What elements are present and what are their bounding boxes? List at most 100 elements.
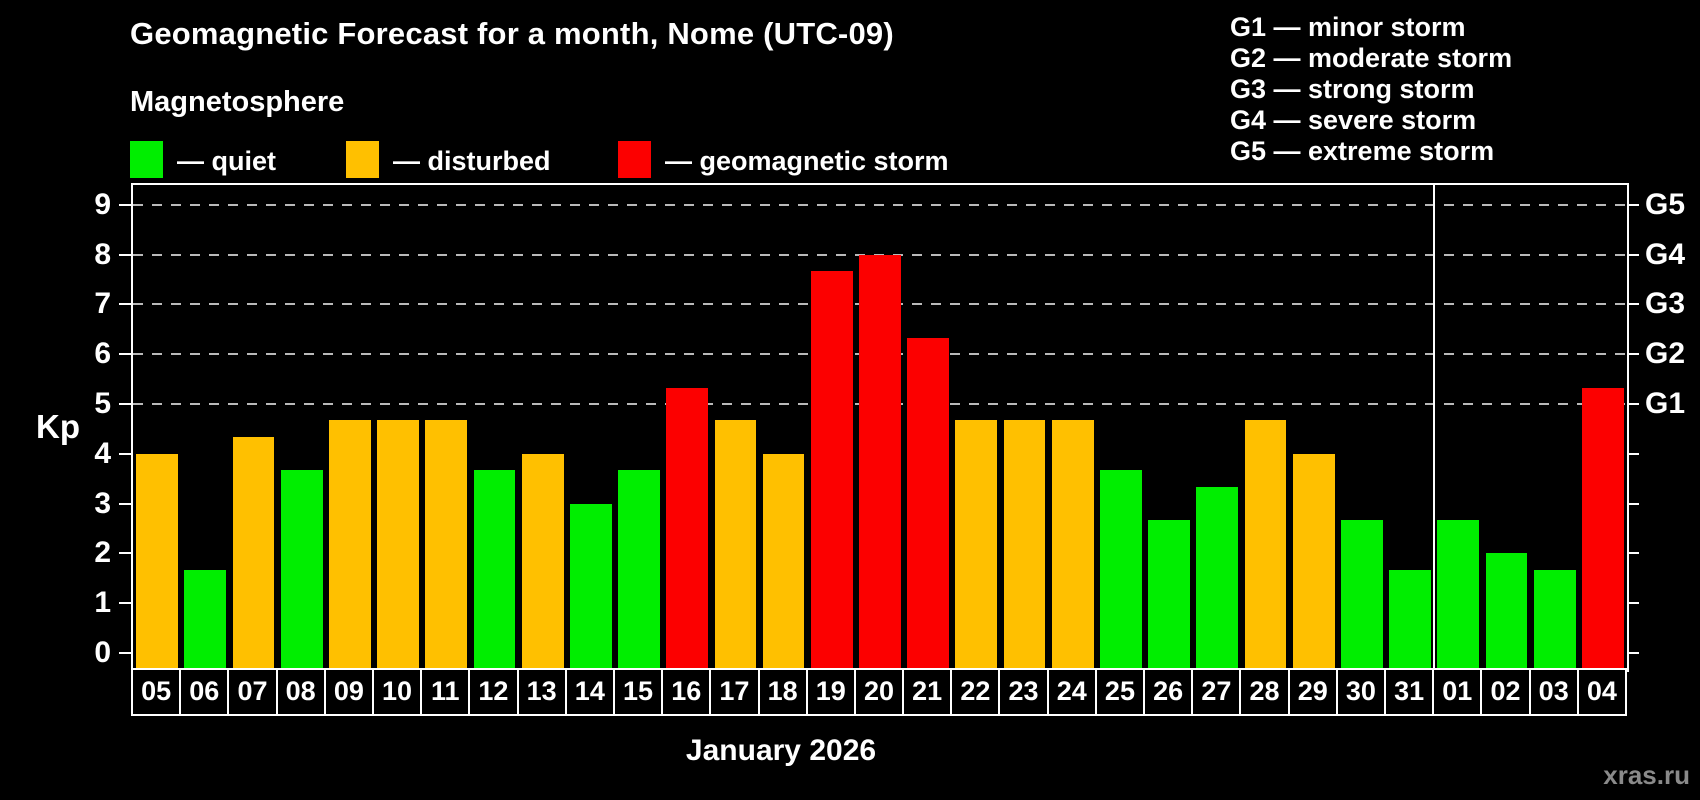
day-label-17: 17 (709, 668, 760, 716)
y-axis-tick-left-5 (119, 403, 131, 405)
day-label-26: 26 (1143, 668, 1194, 716)
y-axis-ticklabel-5: 5 (94, 387, 111, 420)
kp-bar-day-23 (1003, 420, 1046, 670)
y-axis-ticklabel-4: 4 (94, 436, 111, 470)
kp-bar-day-08 (280, 470, 323, 670)
day-label-09: 09 (323, 668, 374, 716)
kp-bar-day-04 (1582, 387, 1624, 670)
day-label-31: 31 (1384, 668, 1435, 716)
storm-swatch-icon (618, 141, 651, 178)
day-label-30: 30 (1335, 668, 1387, 716)
storm-scale-g4: G4 — severe storm (1230, 105, 1477, 135)
kp-bar-day-31 (1389, 569, 1431, 670)
gridline-kp9 (133, 203, 1627, 206)
kp-bar-day-12 (473, 470, 516, 670)
kp-bar-day-13 (521, 453, 564, 670)
storm-scale-g1: G1 — minor storm (1230, 12, 1466, 42)
day-label-16: 16 (661, 668, 712, 716)
kp-bar-day-03 (1533, 569, 1576, 670)
kp-bar-day-29 (1292, 453, 1335, 670)
storm-scale-legend: G1 — minor storm G2 — moderate storm G3 … (1230, 12, 1512, 167)
chart-subtitle: Magnetosphere (130, 86, 345, 118)
chart-title: Geomagnetic Forecast for a month, Nome (… (130, 16, 894, 51)
y-axis-label: Kp (36, 408, 80, 445)
watermark: xras.ru (1603, 760, 1690, 790)
day-label-22: 22 (950, 668, 1001, 716)
kp-bar-day-15 (618, 470, 660, 670)
x-axis-month-label: January 2026 (685, 734, 877, 767)
y-axis-ticklabel-2: 2 (94, 536, 111, 570)
y-axis-tick-left-3 (119, 502, 131, 505)
y-axis-tick-left-0 (119, 652, 131, 654)
storm-scale-g3: G3 — strong storm (1230, 74, 1475, 104)
day-label-29: 29 (1287, 668, 1338, 716)
right-axis-label-g4: G4 (1645, 237, 1686, 271)
day-label-20: 20 (853, 668, 905, 716)
right-axis-label-g1: G1 (1645, 387, 1686, 420)
quiet-swatch-icon (130, 141, 163, 178)
kp-bar-day-06 (184, 569, 227, 670)
kp-bar-day-14 (569, 503, 612, 670)
kp-bar-day-28 (1244, 420, 1287, 670)
kp-bar-day-27 (1196, 487, 1239, 670)
y-axis-tick-right-6 (1627, 353, 1639, 356)
day-label-27: 27 (1191, 668, 1242, 716)
kp-bar-day-20 (859, 254, 901, 670)
y-axis-ticklabel-0: 0 (94, 636, 111, 669)
y-axis-tick-right-1 (1627, 602, 1639, 605)
kp-bar-day-01 (1437, 520, 1480, 670)
month-divider-line (1433, 185, 1436, 670)
storm-scale-g2: G2 — moderate storm (1230, 43, 1513, 73)
day-label-25: 25 (1094, 668, 1146, 716)
y-axis-tick-right-4 (1627, 452, 1639, 455)
y-axis-tick-left-2 (119, 552, 131, 555)
day-label-10: 10 (371, 668, 423, 716)
y-axis-ticklabel-3: 3 (94, 486, 111, 520)
day-label-15: 15 (612, 668, 664, 716)
kp-bar-day-16 (666, 387, 709, 670)
legend-label-storm: — geomagnetic storm (665, 146, 949, 176)
day-label-12: 12 (468, 668, 519, 716)
y-axis-tick-left-9 (119, 203, 131, 206)
kp-bar-day-07 (232, 437, 275, 670)
kp-bar-day-26 (1148, 520, 1191, 670)
kp-bar-day-09 (328, 420, 371, 670)
kp-bar-day-19 (810, 271, 853, 670)
day-label-02: 02 (1480, 668, 1531, 716)
plot-area (131, 183, 1629, 672)
y-axis-tick-left-1 (119, 602, 131, 605)
y-axis-tick-right-0 (1627, 652, 1639, 654)
y-axis-ticklabel-6: 6 (94, 337, 111, 371)
legend-label-quiet: — quiet (177, 146, 276, 176)
day-label-11: 11 (420, 668, 471, 716)
kp-bar-day-30 (1341, 520, 1383, 670)
y-axis-tick-right-2 (1627, 552, 1639, 555)
right-axis-label-g3: G3 (1645, 287, 1686, 321)
kp-bar-day-05 (136, 453, 178, 670)
day-label-24: 24 (1046, 668, 1097, 716)
kp-bar-day-18 (762, 453, 805, 670)
day-label-19: 19 (805, 668, 856, 716)
kp-bar-day-10 (377, 420, 419, 670)
y-axis-tick-right-8 (1627, 253, 1639, 256)
right-axis-label-g2: G2 (1645, 337, 1686, 371)
y-axis-tick-right-3 (1627, 502, 1639, 505)
y-axis-tick-right-7 (1627, 303, 1639, 306)
day-label-07: 07 (227, 668, 278, 716)
kp-bar-day-25 (1100, 470, 1142, 670)
day-label-05: 05 (131, 668, 182, 716)
y-axis-tick-left-8 (119, 253, 131, 256)
gridline-kp8 (133, 253, 1627, 256)
kp-bar-day-17 (714, 420, 757, 670)
disturbed-swatch-icon (346, 141, 379, 178)
y-axis-ticklabel-9: 9 (94, 187, 111, 221)
kp-bar-day-22 (955, 420, 998, 670)
day-label-28: 28 (1239, 668, 1290, 716)
kp-bar-day-02 (1485, 553, 1528, 670)
y-axis-ticklabel-7: 7 (94, 287, 111, 321)
x-axis-day-labels: 05 06 07 08 09 10 11 12 13 14 15 16 17 18 19 20 21 22 23 24… (131, 668, 1629, 716)
day-label-03: 03 (1528, 668, 1579, 716)
kp-bar-day-21 (907, 337, 950, 670)
y-axis-ticklabel-8: 8 (94, 237, 111, 271)
